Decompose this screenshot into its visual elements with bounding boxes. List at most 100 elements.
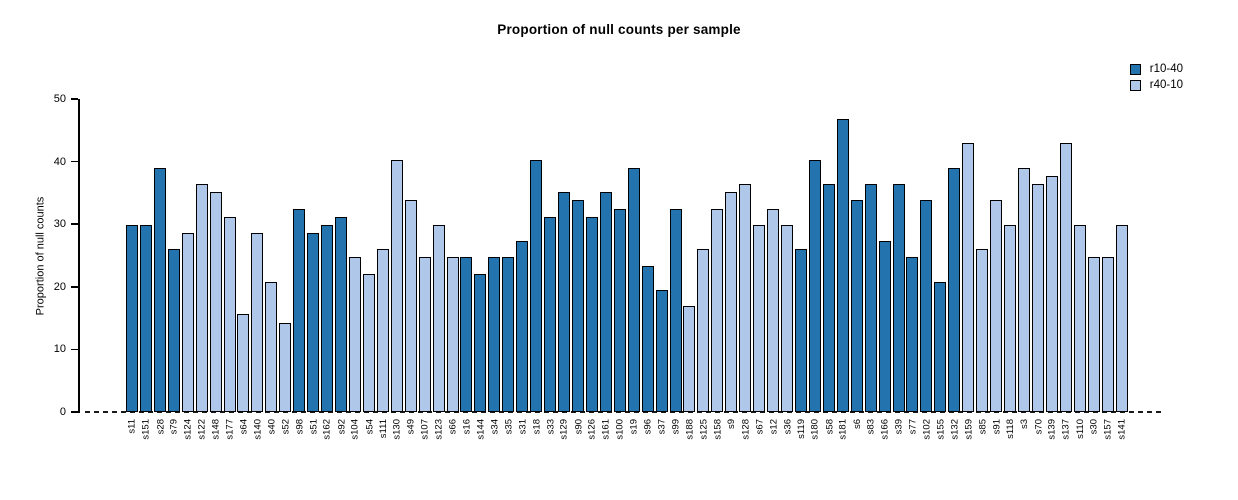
x-tick-label: s19 — [628, 419, 640, 435]
legend-label: r40-10 — [1149, 79, 1183, 91]
bar-slot — [1003, 99, 1017, 412]
bar-slot — [975, 99, 989, 412]
bar-slot — [153, 99, 167, 412]
bar-slot — [195, 99, 209, 412]
x-tick-label: s144 — [475, 419, 487, 440]
bar-s123 — [432, 224, 445, 412]
x-tick-label: s91 — [991, 419, 1003, 435]
x-label-slot: s19 — [627, 417, 641, 492]
bar-s100 — [613, 208, 626, 412]
x-label-slot: s162 — [320, 417, 334, 492]
x-label-slot: s118 — [1003, 417, 1017, 492]
x-tick-label: s58 — [823, 419, 835, 435]
bar-slot — [362, 99, 376, 412]
bar-slot — [961, 99, 975, 412]
x-tick-label: s67 — [754, 419, 766, 435]
bar-slot — [487, 99, 501, 412]
x-label-slot: s137 — [1059, 417, 1073, 492]
x-label-slot: s125 — [696, 417, 710, 492]
bar-s119 — [794, 249, 807, 412]
bar-slot — [794, 99, 808, 412]
x-tick-label: s126 — [586, 419, 598, 440]
bar-slot — [878, 99, 892, 412]
x-tick-label: s102 — [921, 419, 933, 440]
bar-s30 — [1087, 257, 1100, 412]
x-label-slot: s155 — [933, 417, 947, 492]
bar-slot — [710, 99, 724, 412]
bar-slot — [1101, 99, 1115, 412]
x-label-slot: s92 — [334, 417, 348, 492]
bar-slot — [641, 99, 655, 412]
x-tick-label: s96 — [642, 419, 654, 435]
y-tick-label: 20 — [53, 280, 66, 293]
bar-s110 — [1073, 224, 1086, 412]
bar-s79 — [167, 249, 180, 412]
x-label-slot: s107 — [418, 417, 432, 492]
legend-item-r10-40: r10-40 — [1129, 63, 1183, 76]
x-label-slot: s39 — [892, 417, 906, 492]
bar-s35 — [502, 257, 515, 412]
x-label-slot: s34 — [487, 417, 501, 492]
bar-s128 — [739, 184, 752, 412]
x-label-slot: s90 — [571, 417, 585, 492]
bar-s104 — [348, 257, 361, 412]
x-tick-label: s137 — [1060, 419, 1072, 440]
x-label-slot: s77 — [906, 417, 920, 492]
x-tick-label: s181 — [837, 419, 849, 440]
bar-slot — [237, 99, 251, 412]
x-label-slot: s166 — [878, 417, 892, 492]
bar-slot — [320, 99, 334, 412]
x-tick-label: s30 — [1088, 419, 1100, 435]
x-tick-label: s166 — [879, 419, 891, 440]
bar-s161 — [599, 192, 612, 412]
bar-s159 — [962, 143, 975, 412]
bar-slot — [724, 99, 738, 412]
bar-s188 — [683, 306, 696, 412]
x-tick-label: s148 — [210, 419, 222, 440]
x-tick-label: s35 — [503, 419, 515, 435]
x-label-slot: s151 — [139, 417, 153, 492]
bar-slot — [906, 99, 920, 412]
bar-s16 — [460, 257, 473, 412]
x-tick-label: s79 — [168, 419, 180, 435]
x-label-slot: s126 — [585, 417, 599, 492]
bar-slot — [1031, 99, 1045, 412]
bar-slot — [557, 99, 571, 412]
x-tick-label: s18 — [531, 419, 543, 435]
bar-s11 — [125, 224, 138, 412]
x-tick-label: s49 — [405, 419, 417, 435]
x-label-slot: s119 — [794, 417, 808, 492]
x-label-slot: s123 — [432, 417, 446, 492]
bar-s19 — [627, 167, 640, 412]
x-label-slot: s91 — [989, 417, 1003, 492]
bar-slot — [376, 99, 390, 412]
bar-slot — [1017, 99, 1031, 412]
bar-slot — [264, 99, 278, 412]
bar-slot — [613, 99, 627, 412]
bar-slot — [696, 99, 710, 412]
x-tick-label: s33 — [545, 419, 557, 435]
x-label-slot: s3 — [1017, 417, 1031, 492]
bar-s137 — [1059, 143, 1072, 412]
bar-s130 — [390, 159, 403, 412]
x-tick-label: s188 — [684, 419, 696, 440]
x-tick-label: s52 — [280, 419, 292, 435]
bar-slot — [501, 99, 515, 412]
x-label-slot: s124 — [181, 417, 195, 492]
bar-s148 — [209, 192, 222, 412]
x-tick-label: s132 — [949, 419, 961, 440]
x-label-slot: s35 — [501, 417, 515, 492]
bar-slot — [780, 99, 794, 412]
x-tick-label: s158 — [712, 419, 724, 440]
x-tick-label: s124 — [182, 419, 194, 440]
bar-s83 — [864, 184, 877, 412]
bar-s52 — [279, 322, 292, 412]
x-label-slot: s51 — [306, 417, 320, 492]
x-label-slot: s40 — [264, 417, 278, 492]
x-tick-label: s157 — [1102, 419, 1114, 440]
x-label-slot: s67 — [752, 417, 766, 492]
bar-s18 — [530, 159, 543, 412]
bar-s58 — [822, 184, 835, 412]
bar-slot — [808, 99, 822, 412]
bar-slot — [209, 99, 223, 412]
